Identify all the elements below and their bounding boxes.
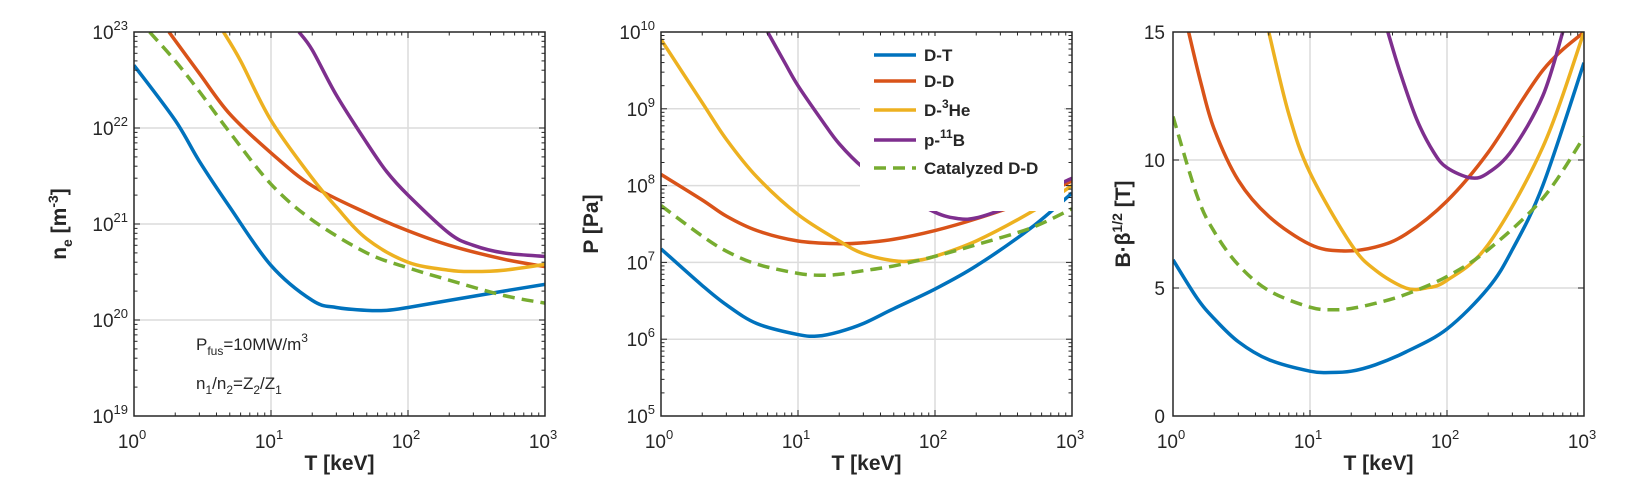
x-tick-label: 103 bbox=[1056, 427, 1084, 453]
y-tick-label: 106 bbox=[627, 325, 655, 351]
ticks-panel-1: 100 101 102 103 1019 1020 1021 1022 1023 bbox=[92, 18, 557, 453]
y-tick-label: 1010 bbox=[619, 18, 655, 44]
x-tick-label: 102 bbox=[392, 427, 420, 453]
x-tick-label: 100 bbox=[118, 427, 146, 453]
series-line-d-t bbox=[661, 191, 1072, 339]
y-tick-label: 1020 bbox=[92, 306, 128, 332]
xlabel-panel-1: T [keV] bbox=[304, 452, 374, 475]
x-tick-label: 103 bbox=[1568, 427, 1596, 453]
x-tick-label: 100 bbox=[645, 427, 673, 453]
series-line-d-3he bbox=[661, 38, 1072, 264]
ylabel-panel-3: B·β1/2 [T] bbox=[1109, 180, 1135, 267]
y-tick-label: 109 bbox=[627, 95, 655, 121]
grid-panel-3 bbox=[1173, 32, 1584, 416]
x-tick-label: 102 bbox=[1431, 427, 1459, 453]
panel-3: 100 101 102 103 0 5 10 15 T [keV] B·β1/2 [T] bbox=[1109, 23, 1596, 475]
axes-box-panel-3 bbox=[1172, 31, 1585, 417]
grid-panel-1 bbox=[134, 32, 545, 416]
ticks-panel-3: 100 101 102 103 0 5 10 15 bbox=[1144, 23, 1596, 453]
x-tick-label: 103 bbox=[529, 427, 557, 453]
y-tick-label: 15 bbox=[1144, 23, 1165, 44]
ylabel-panel-1: ne [m-3] bbox=[45, 188, 75, 260]
y-tick-label: 1023 bbox=[92, 18, 128, 44]
series-line-catalyzed-d-d bbox=[148, 32, 545, 305]
y-tick-label: 1021 bbox=[92, 210, 128, 236]
x-tick-label: 101 bbox=[1294, 427, 1322, 453]
x-tick-label: 102 bbox=[919, 427, 947, 453]
ticks-panel-2: 100 101 102 103 105 106 107 108 109 1010 bbox=[619, 18, 1084, 453]
series-line-d-d bbox=[1186, 32, 1584, 253]
axes-box-panel-2 bbox=[660, 31, 1073, 417]
x-tick-label: 101 bbox=[255, 427, 283, 453]
annotation-pfus: Pfus=10MW/m3 bbox=[196, 331, 308, 358]
series-line-p-11b bbox=[1386, 32, 1565, 180]
y-tick-label: 1022 bbox=[92, 114, 128, 140]
legend-label-d3he: D-3He bbox=[924, 97, 970, 120]
series-lines-panel-3 bbox=[1173, 32, 1584, 375]
x-tick-label: 100 bbox=[1157, 427, 1185, 453]
series-line-catalyzed-d-d bbox=[1173, 115, 1584, 312]
y-tick-label: 10 bbox=[1144, 151, 1165, 172]
y-tick-label: 0 bbox=[1154, 407, 1165, 428]
legend: D-T D-D D-3He p-11B Catalyzed D-D bbox=[860, 36, 1064, 211]
xlabel-panel-2: T [keV] bbox=[831, 452, 901, 475]
y-tick-label: 105 bbox=[627, 402, 655, 428]
series-line-p-11b bbox=[297, 32, 545, 259]
series-line-d-3he bbox=[1267, 32, 1584, 292]
ylabel-panel-2: P [Pa] bbox=[580, 194, 603, 253]
y-tick-label: 1019 bbox=[92, 402, 128, 428]
panel-1: 100 101 102 103 1019 1020 1021 1022 1023 T [keV]… bbox=[45, 18, 557, 475]
y-tick-label: 108 bbox=[627, 172, 655, 198]
series-line-d-3he bbox=[221, 32, 545, 274]
y-tick-label: 107 bbox=[627, 248, 655, 274]
series-line-d-t bbox=[1173, 62, 1584, 375]
annotation-ratio: n1/n2=Z2/Z1 bbox=[196, 374, 282, 397]
legend-label-p11b: p-11B bbox=[924, 127, 965, 150]
series-line-d-t bbox=[134, 64, 545, 313]
series-line-d-d bbox=[167, 32, 545, 269]
legend-label-catalyzed: Catalyzed D-D bbox=[924, 159, 1038, 178]
legend-label-dd: D-D bbox=[924, 72, 954, 91]
y-tick-label: 5 bbox=[1154, 279, 1165, 300]
xlabel-panel-3: T [keV] bbox=[1343, 452, 1413, 475]
series-line-catalyzed-d-d bbox=[661, 204, 1072, 278]
legend-label-dt: D-T bbox=[924, 46, 953, 65]
series-lines-panel-1 bbox=[134, 32, 545, 313]
legend-box bbox=[860, 36, 1064, 211]
x-tick-label: 101 bbox=[782, 427, 810, 453]
